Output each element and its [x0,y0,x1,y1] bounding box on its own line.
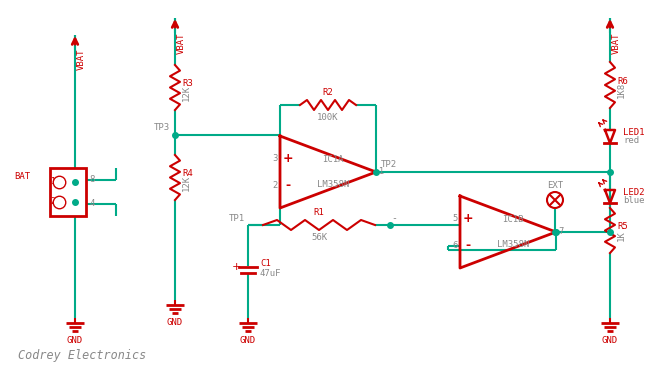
Text: VBAT: VBAT [77,49,86,71]
Text: 12K: 12K [182,84,191,101]
Text: LED2: LED2 [623,188,645,197]
Text: 2: 2 [50,197,56,206]
Text: IC1A: IC1A [322,155,344,164]
Text: +: + [283,152,293,166]
Text: +: + [231,262,240,272]
Text: GND: GND [240,336,256,345]
Text: 4: 4 [89,200,94,209]
Text: 7: 7 [558,228,563,237]
Text: 100K: 100K [317,113,339,122]
Text: R6: R6 [617,76,627,85]
Text: 1K8: 1K8 [617,82,626,98]
Text: TP2: TP2 [381,160,397,169]
Text: 56K: 56K [311,233,327,242]
Text: 5: 5 [453,214,458,223]
Text: LM358N: LM358N [497,240,529,249]
Text: +: + [462,212,474,226]
Text: -: - [286,178,291,192]
Text: 2: 2 [272,181,278,190]
Text: Codrey Electronics: Codrey Electronics [18,349,146,361]
Text: -: - [466,239,470,251]
Text: R4: R4 [182,169,193,178]
Text: 12K: 12K [182,174,191,191]
Text: red: red [623,136,639,145]
Text: LED1: LED1 [623,128,645,137]
Text: VBAT: VBAT [177,32,186,54]
Text: 47uF: 47uF [260,270,282,279]
Text: 1: 1 [50,178,56,186]
Text: 6: 6 [453,241,458,250]
Text: 1K: 1K [617,230,626,241]
Text: TP1: TP1 [229,214,245,223]
Text: 8: 8 [89,175,94,184]
Text: R5: R5 [617,222,627,231]
Text: VBAT: VBAT [612,32,621,54]
Bar [50,168,86,216]
Text: R1: R1 [314,208,324,217]
Text: GND: GND [602,336,618,345]
Text: GND: GND [67,336,83,345]
Text: EXT: EXT [547,181,563,190]
Text: R2: R2 [323,88,333,97]
Text: BAT: BAT [14,172,30,181]
Text: 1: 1 [378,167,383,177]
Text: GND: GND [167,318,183,327]
Text: -: - [391,213,397,223]
Text: R3: R3 [182,79,193,88]
Text: blue: blue [623,196,645,205]
Text: C1: C1 [260,260,271,268]
Text: IC1B: IC1B [502,215,524,224]
Text: 3: 3 [272,154,278,163]
Text: LM358N: LM358N [317,180,349,189]
Text: TP3: TP3 [154,123,170,132]
